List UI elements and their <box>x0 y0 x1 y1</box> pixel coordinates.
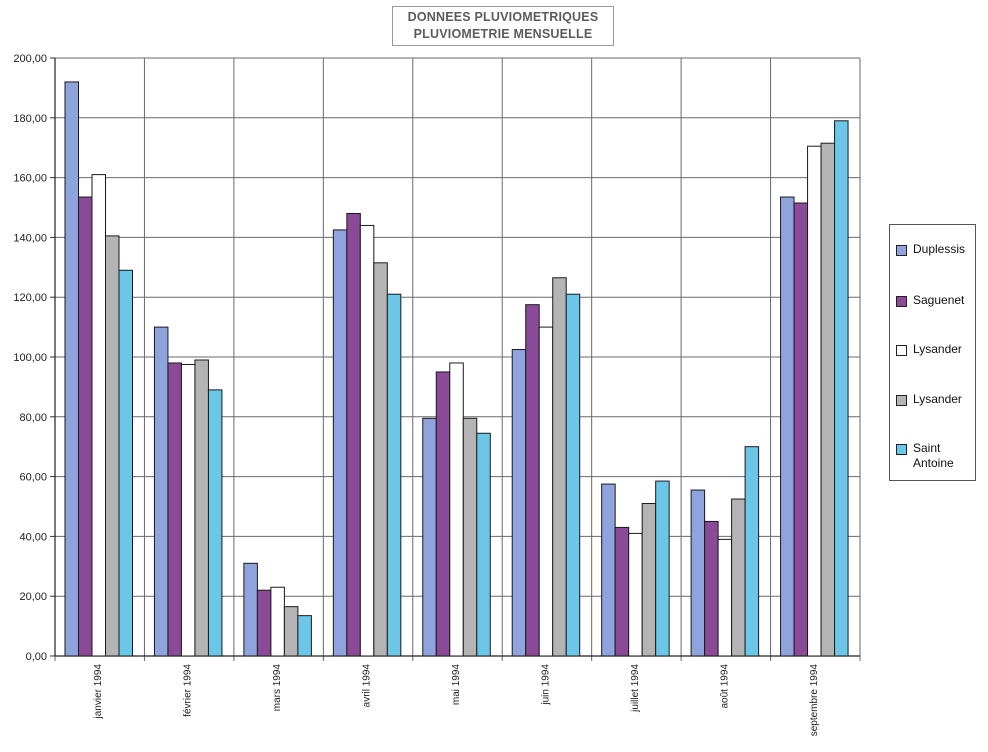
x-category-label: février 1994 <box>183 664 194 717</box>
legend-item: Duplessis <box>896 242 973 257</box>
bar-saguenet-4 <box>346 212 361 657</box>
bar-lysander-4 <box>373 262 388 657</box>
bar-lysander-6 <box>552 277 567 657</box>
y-tick-label: 140,00 <box>13 232 47 244</box>
bar-duplessis-1 <box>64 81 79 657</box>
bar-saguenet-6 <box>525 304 540 657</box>
legend-label: Saguenet <box>913 293 965 307</box>
bar-saguenet-5 <box>435 371 451 657</box>
legend-swatch <box>896 345 907 356</box>
legend-swatch <box>896 395 907 406</box>
bar-saint-antoine-8 <box>744 446 760 657</box>
bar-saint-antoine-2 <box>207 389 223 657</box>
bar-lysander-2 <box>194 359 209 657</box>
bar-lysander-1 <box>105 235 120 657</box>
bar-duplessis-9 <box>780 196 795 657</box>
y-tick-label: 100,00 <box>13 352 47 364</box>
legend-item: Saguenet <box>896 293 973 308</box>
bar-duplessis-8 <box>690 489 706 657</box>
legend-item: Saint Antoine <box>896 441 973 471</box>
y-tick-label: 20,00 <box>19 591 47 603</box>
bar-lysander-5 <box>449 362 464 657</box>
bar-duplessis-2 <box>153 326 169 657</box>
bar-lysander-6 <box>538 326 554 657</box>
legend-swatch <box>896 245 907 256</box>
x-category-label: août 1994 <box>719 664 730 709</box>
bar-duplessis-6 <box>511 349 527 657</box>
bar-lysander-2 <box>180 363 196 657</box>
y-tick-label: 0,00 <box>26 651 47 663</box>
bar-lysander-3 <box>270 586 285 657</box>
bar-lysander-3 <box>283 606 299 657</box>
y-tick-label: 200,00 <box>13 53 47 65</box>
legend-swatch <box>896 444 907 455</box>
y-tick-label: 120,00 <box>13 292 47 304</box>
x-category-label: janvier 1994 <box>93 664 104 720</box>
x-category-label: mai 1994 <box>451 664 462 706</box>
bar-lysander-9 <box>820 142 836 657</box>
bar-lysander-9 <box>807 145 822 657</box>
x-category-label: mars 1994 <box>272 664 283 712</box>
bar-saguenet-2 <box>167 362 182 657</box>
bar-lysander-1 <box>91 174 106 657</box>
bar-lysander-7 <box>641 503 657 657</box>
bar-lysander-4 <box>359 224 375 657</box>
bar-saguenet-7 <box>614 526 630 657</box>
legend-label: Duplessis <box>913 242 966 256</box>
x-category-label: septembre 1994 <box>809 664 820 737</box>
legend-item: Lysander <box>896 392 973 407</box>
bar-saint-antoine-1 <box>118 269 133 657</box>
bar-saint-antoine-6 <box>565 293 581 657</box>
chart-title-box: DONNEES PLUVIOMETRIQUES PLUVIOMETRIE MEN… <box>392 6 614 46</box>
bar-saint-antoine-3 <box>297 615 312 657</box>
bar-duplessis-7 <box>601 483 616 657</box>
bar-saguenet-9 <box>793 202 809 657</box>
bar-saint-antoine-4 <box>386 293 402 657</box>
x-category-label: juillet 1994 <box>630 664 641 713</box>
legend-item: Lysander <box>896 342 973 357</box>
bar-lysander-5 <box>462 417 478 657</box>
y-tick-label: 180,00 <box>13 113 47 125</box>
bar-lysander-8 <box>717 538 733 657</box>
y-tick-label: 80,00 <box>19 412 47 424</box>
legend-swatch <box>896 296 907 307</box>
bar-duplessis-3 <box>243 562 258 657</box>
chart-subtitle: PLUVIOMETRIE MENSUELLE <box>413 27 593 41</box>
bar-lysander-8 <box>731 498 746 657</box>
x-category-label: avril 1994 <box>362 664 373 708</box>
bar-saguenet-3 <box>256 589 272 657</box>
bar-duplessis-5 <box>422 417 437 657</box>
y-tick-label: 160,00 <box>13 173 47 185</box>
bar-lysander-7 <box>628 532 643 657</box>
chart-title: DONNEES PLUVIOMETRIQUES <box>407 10 599 24</box>
bar-saint-antoine-9 <box>834 120 849 657</box>
bar-duplessis-4 <box>332 229 348 657</box>
chart-legend: Duplessis Saguenet Lysander Lysander Saint A… <box>889 224 976 481</box>
y-tick-label: 60,00 <box>19 472 47 484</box>
x-category-label: juin 1994 <box>540 664 551 706</box>
legend-label: Lysander <box>913 342 962 356</box>
legend-label: Saint Antoine <box>913 441 954 470</box>
legend-label: Lysander <box>913 392 962 406</box>
bar-saguenet-1 <box>78 196 93 657</box>
bar-saint-antoine-7 <box>655 480 670 657</box>
bar-saint-antoine-5 <box>476 432 491 657</box>
y-tick-label: 40,00 <box>19 531 47 543</box>
bar-saguenet-8 <box>704 520 719 657</box>
